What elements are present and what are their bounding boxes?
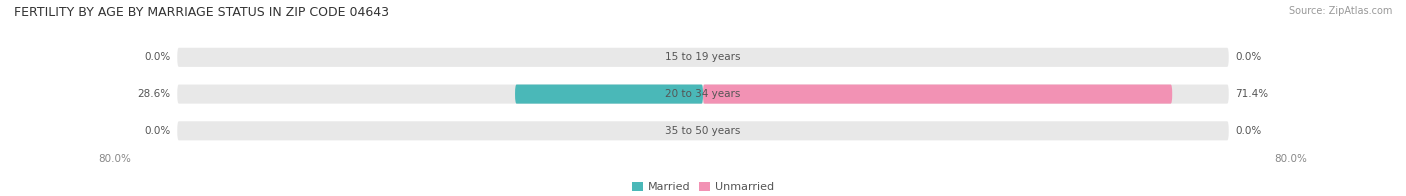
- Text: 71.4%: 71.4%: [1236, 89, 1268, 99]
- FancyBboxPatch shape: [515, 84, 703, 104]
- Text: 0.0%: 0.0%: [1236, 52, 1261, 62]
- Text: 28.6%: 28.6%: [138, 89, 170, 99]
- FancyBboxPatch shape: [703, 84, 1173, 104]
- FancyBboxPatch shape: [177, 84, 1229, 104]
- Text: FERTILITY BY AGE BY MARRIAGE STATUS IN ZIP CODE 04643: FERTILITY BY AGE BY MARRIAGE STATUS IN Z…: [14, 6, 389, 19]
- Text: 15 to 19 years: 15 to 19 years: [665, 52, 741, 62]
- FancyBboxPatch shape: [177, 48, 1229, 67]
- Text: 0.0%: 0.0%: [1236, 126, 1261, 136]
- Text: 0.0%: 0.0%: [145, 126, 170, 136]
- Legend: Married, Unmarried: Married, Unmarried: [633, 181, 773, 192]
- Text: 80.0%: 80.0%: [98, 154, 131, 164]
- Text: Source: ZipAtlas.com: Source: ZipAtlas.com: [1288, 6, 1392, 16]
- Text: 20 to 34 years: 20 to 34 years: [665, 89, 741, 99]
- Text: 80.0%: 80.0%: [1275, 154, 1308, 164]
- Text: 35 to 50 years: 35 to 50 years: [665, 126, 741, 136]
- FancyBboxPatch shape: [177, 121, 1229, 140]
- Text: 0.0%: 0.0%: [145, 52, 170, 62]
